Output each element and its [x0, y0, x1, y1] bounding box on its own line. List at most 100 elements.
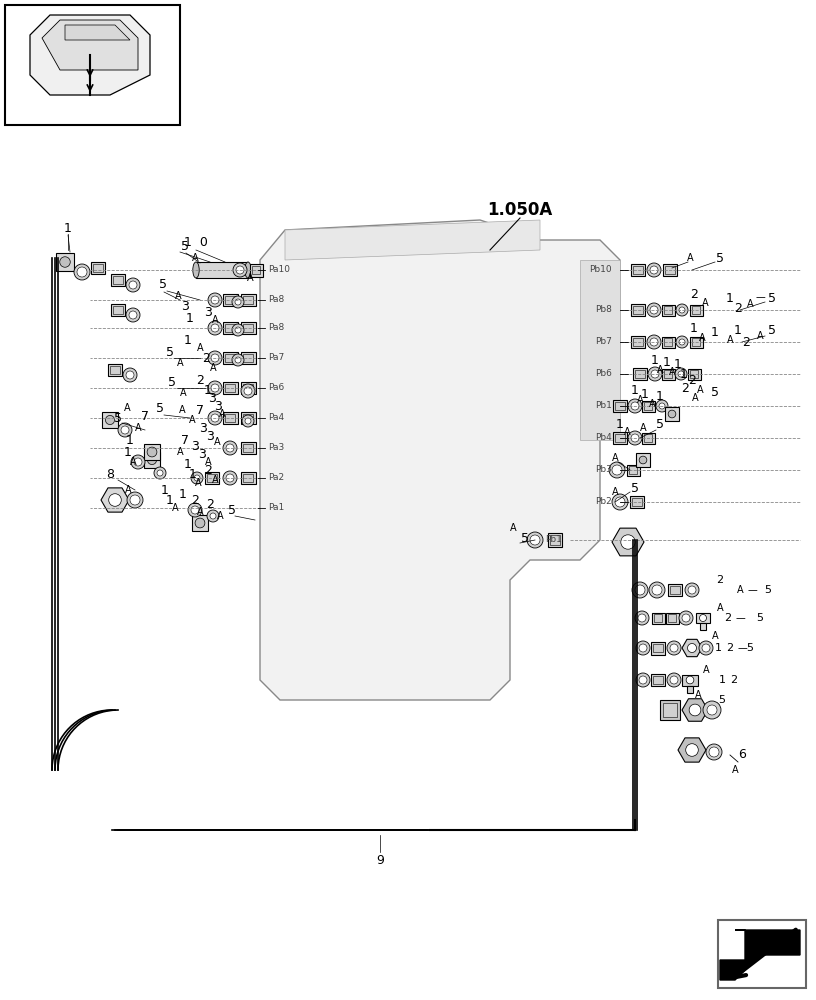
Text: A: A [636, 395, 643, 405]
Polygon shape [682, 699, 708, 721]
Polygon shape [113, 306, 122, 314]
Circle shape [635, 585, 645, 595]
Text: A: A [130, 457, 136, 467]
Circle shape [211, 324, 219, 332]
Circle shape [242, 415, 254, 427]
Text: A: A [175, 291, 181, 301]
Text: A: A [171, 503, 179, 513]
Polygon shape [612, 528, 644, 556]
Polygon shape [654, 644, 663, 652]
Circle shape [647, 263, 661, 277]
Polygon shape [660, 700, 680, 720]
Text: 2: 2 [726, 643, 734, 653]
Text: A: A [702, 298, 708, 308]
Text: 3: 3 [206, 430, 214, 442]
Text: A: A [217, 511, 224, 521]
Polygon shape [260, 220, 620, 700]
Circle shape [703, 701, 721, 719]
Text: 6: 6 [738, 748, 746, 762]
Circle shape [126, 371, 134, 379]
Circle shape [628, 399, 642, 413]
Polygon shape [665, 266, 675, 274]
Polygon shape [665, 407, 679, 421]
Circle shape [60, 257, 70, 267]
Circle shape [676, 304, 688, 316]
Circle shape [668, 410, 676, 418]
Text: 3: 3 [208, 391, 216, 404]
Polygon shape [285, 220, 540, 260]
Text: 1: 1 [179, 488, 187, 502]
Circle shape [682, 614, 690, 622]
Text: Pa3: Pa3 [268, 444, 284, 452]
Polygon shape [687, 686, 694, 693]
Circle shape [109, 494, 122, 506]
Text: A: A [698, 333, 705, 343]
Circle shape [191, 472, 203, 484]
Text: A: A [195, 478, 202, 488]
Polygon shape [692, 306, 700, 314]
Polygon shape [93, 264, 103, 272]
Polygon shape [690, 304, 703, 316]
Text: 1: 1 [651, 354, 659, 366]
Circle shape [647, 335, 661, 349]
Circle shape [652, 585, 662, 595]
Text: 2: 2 [204, 464, 212, 477]
Circle shape [232, 296, 244, 308]
Circle shape [211, 384, 219, 392]
Polygon shape [251, 266, 260, 274]
Text: A: A [246, 273, 253, 283]
Circle shape [226, 474, 234, 482]
Text: A: A [188, 415, 195, 425]
Polygon shape [241, 322, 255, 334]
Polygon shape [243, 296, 253, 304]
Text: 2: 2 [716, 575, 724, 585]
Circle shape [612, 465, 622, 475]
Polygon shape [111, 304, 125, 316]
Text: A: A [687, 253, 694, 263]
Circle shape [699, 614, 707, 621]
Circle shape [690, 704, 701, 716]
Polygon shape [111, 274, 125, 286]
Circle shape [638, 614, 646, 622]
Polygon shape [243, 474, 253, 482]
Polygon shape [223, 382, 237, 394]
Circle shape [615, 497, 625, 507]
Text: 1: 1 [631, 383, 639, 396]
Circle shape [670, 644, 678, 652]
Text: 2: 2 [725, 613, 732, 623]
Polygon shape [654, 614, 663, 622]
Text: 7: 7 [141, 410, 149, 422]
Text: Pb1: Pb1 [545, 536, 562, 544]
Polygon shape [690, 370, 698, 378]
Circle shape [647, 303, 661, 317]
Polygon shape [223, 322, 237, 334]
Circle shape [688, 644, 697, 652]
Text: A: A [125, 485, 131, 495]
Polygon shape [666, 612, 678, 624]
Polygon shape [667, 614, 676, 622]
Text: 5: 5 [716, 251, 724, 264]
Polygon shape [613, 400, 627, 412]
Polygon shape [241, 294, 255, 306]
Text: A: A [756, 331, 763, 341]
Polygon shape [144, 444, 161, 460]
Polygon shape [633, 368, 647, 380]
Polygon shape [102, 412, 118, 428]
Polygon shape [196, 262, 248, 278]
Text: 5: 5 [656, 418, 664, 430]
Circle shape [208, 321, 222, 335]
Text: 2: 2 [202, 352, 210, 364]
Circle shape [621, 535, 635, 549]
Polygon shape [630, 496, 644, 508]
Circle shape [194, 475, 200, 481]
Circle shape [241, 384, 255, 398]
Polygon shape [223, 352, 237, 364]
Polygon shape [688, 368, 700, 379]
Circle shape [639, 456, 647, 464]
Text: A: A [177, 447, 184, 457]
Circle shape [208, 381, 222, 395]
Polygon shape [243, 444, 253, 452]
Text: 1.050A: 1.050A [487, 201, 552, 219]
Polygon shape [663, 338, 672, 346]
Text: 3: 3 [198, 448, 206, 462]
